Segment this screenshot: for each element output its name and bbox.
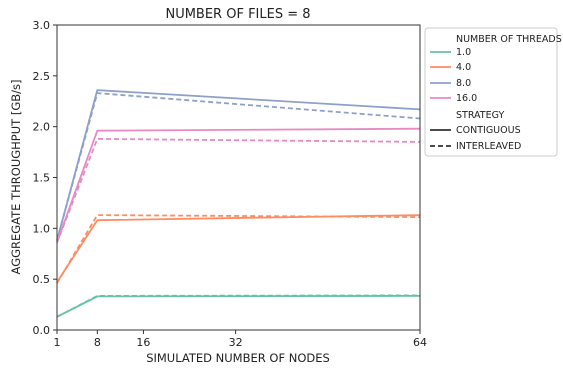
x-tick-label: 16	[136, 336, 150, 349]
legend-label-1-0: 1.0	[456, 47, 471, 58]
series-line-4-0-contiguous	[56, 214, 421, 283]
y-tick-label: 3.0	[33, 19, 51, 32]
legend-label-4-0: 4.0	[456, 62, 471, 73]
x-tick-label: 8	[94, 336, 101, 349]
series-layer	[56, 89, 421, 318]
y-tick-label: 1.5	[33, 172, 51, 185]
series-line-4-0-interleaved	[56, 214, 421, 284]
legend-label-contiguous: CONTIGUOUS	[456, 125, 521, 136]
y-tick-label: 0.0	[33, 324, 51, 337]
chart-title: NUMBER OF FILES = 8	[165, 7, 310, 22]
series-line-1-0-interleaved	[56, 294, 421, 318]
series-line-1-0-contiguous	[56, 294, 421, 318]
x-axis: 1 8 16 32 64	[54, 330, 427, 349]
y-axis: 0.0 0.5 1.0 1.5 2.0 2.5 3.0	[33, 19, 57, 337]
y-tick-label: 1.0	[33, 222, 51, 235]
x-tick-label: 1	[54, 336, 61, 349]
legend: NUMBER OF THREADS STRATEGY 1.0 4.0 8.0 16.0…	[424, 27, 562, 157]
x-tick-label: 64	[413, 336, 427, 349]
y-tick-label: 0.5	[33, 273, 51, 286]
legend-label-interleaved: INTERLEAVED	[456, 141, 521, 152]
legend-entries: 1.0 4.0 8.0 16.0 CONTIGUOUS INTERLEAVED	[430, 47, 521, 152]
x-tick-label: 32	[229, 336, 243, 349]
y-axis-label: AGGREGATE THROUGHPUT [GB/s]	[9, 80, 23, 275]
series-line-16-0-contiguous	[56, 127, 421, 243]
y-tick-label: 2.0	[33, 121, 51, 134]
plot-frame	[56, 24, 421, 331]
series-line-16-0-interleaved	[56, 137, 421, 243]
legend-label-16-0: 16.0	[456, 93, 477, 104]
legend-label-8-0: 8.0	[456, 78, 471, 89]
y-tick-label: 2.5	[33, 70, 51, 83]
legend-style-title: STRATEGY	[456, 110, 505, 121]
legend-hue-title: NUMBER OF THREADS	[456, 34, 562, 45]
series-line-8-0-interleaved	[56, 92, 421, 241]
legend-box	[424, 27, 558, 157]
x-axis-label: SIMULATED NUMBER OF NODES	[146, 351, 330, 365]
